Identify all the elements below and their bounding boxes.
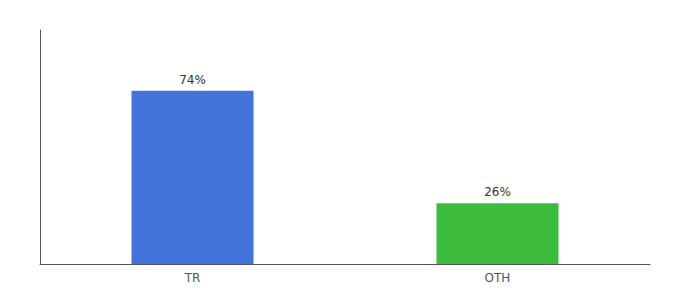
svg-text:74%: 74%	[179, 73, 206, 87]
svg-text:OTH: OTH	[485, 271, 511, 285]
svg-text:26%: 26%	[484, 185, 511, 199]
svg-text:TR: TR	[184, 271, 201, 285]
